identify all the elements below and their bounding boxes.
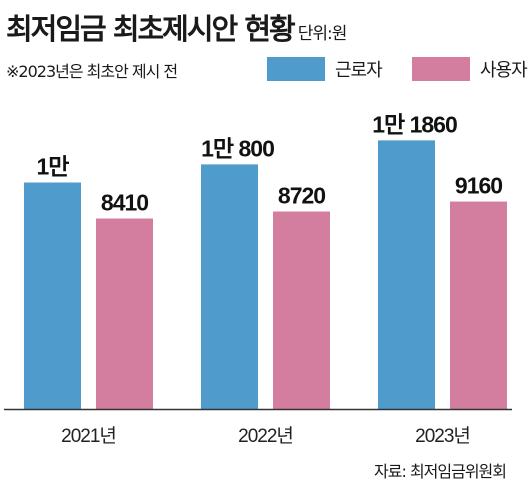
- legend-item-workers: 근로자: [267, 56, 383, 82]
- bar-workers-2: [201, 164, 258, 409]
- x-tick-label-2: 2022년: [238, 425, 293, 447]
- source-note: 자료: 최저임금위원회: [374, 462, 507, 481]
- x-tick-label-3: 2023년: [415, 425, 470, 447]
- legend-swatch-employers: [412, 57, 470, 81]
- bar-workers-3: [378, 140, 435, 409]
- bar-employers-2: [273, 211, 330, 409]
- bar-employers-1: [96, 218, 153, 409]
- x-tick-label-1: 2021년: [61, 425, 116, 447]
- data-label-workers-2: 1만 800: [201, 135, 274, 161]
- data-label-workers-3: 1만 1860: [372, 111, 457, 137]
- legend-label-workers: 근로자: [335, 60, 383, 81]
- legend-swatch-workers: [267, 57, 325, 81]
- data-label-employers-1: 8410: [101, 190, 148, 216]
- data-label-workers-1: 1만: [37, 154, 70, 180]
- data-label-employers-2: 8720: [278, 182, 325, 208]
- footnote-2023: ※2023년은 최초안 제시 전: [6, 62, 178, 81]
- bar-employers-3: [450, 201, 507, 409]
- title-row: 최저임금 최초제시안 현황 단위:원: [6, 6, 348, 48]
- legend-item-employers: 사용자: [412, 56, 528, 82]
- chart-title: 최저임금 최초제시안 현황: [6, 12, 296, 46]
- legend-label-employers: 사용자: [480, 60, 528, 81]
- unit-label: 단위:원: [297, 24, 348, 44]
- data-label-employers-3: 9160: [455, 173, 502, 199]
- bar-workers-1: [24, 182, 81, 409]
